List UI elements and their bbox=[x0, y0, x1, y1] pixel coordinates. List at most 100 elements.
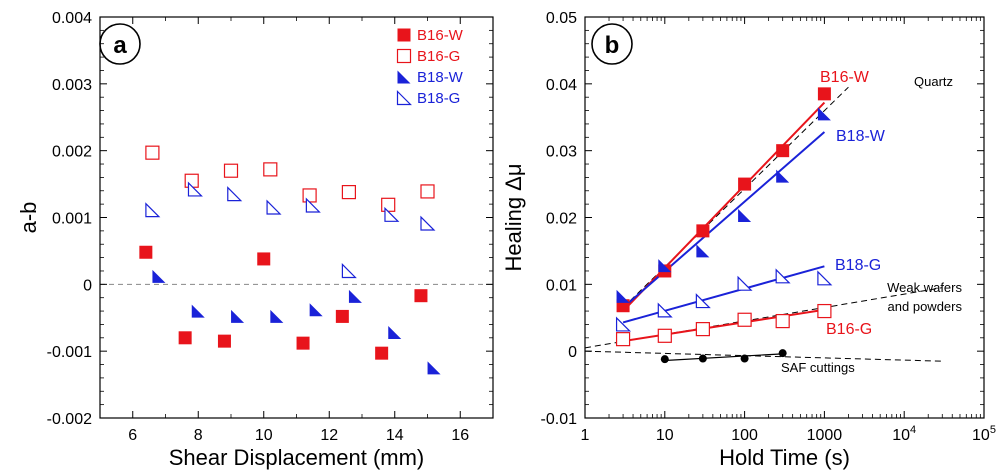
point-b16-w bbox=[217, 334, 231, 348]
label-weak-wafers-1: Weak wafers bbox=[887, 280, 962, 295]
point-b16-g bbox=[817, 303, 832, 319]
point-b16-g bbox=[223, 163, 239, 178]
panel-b: 1 10 100 1000 104 105 -0.01 0 0.01 0.02 0.03 0.04 0… bbox=[501, 10, 996, 470]
point-b16-w bbox=[375, 346, 389, 360]
series-b18-g bbox=[145, 181, 436, 279]
y-tick-label: 0.01 bbox=[546, 277, 577, 294]
y-axis-ticks: -0.01 0 0.01 0.02 0.03 0.04 0.05 bbox=[541, 10, 984, 428]
legend: B16-W B16-G B18-W B18-G bbox=[396, 27, 464, 107]
series-b18-w bbox=[616, 107, 831, 303]
point-b16-w bbox=[414, 289, 428, 303]
plot-frame bbox=[99, 16, 494, 419]
label-quartz: Quartz bbox=[914, 74, 953, 89]
x-tick-label: 12 bbox=[320, 427, 338, 444]
y-tick-label: 0.003 bbox=[52, 77, 92, 94]
x-tick-label: 16 bbox=[451, 427, 469, 444]
point-b18-w bbox=[270, 309, 284, 323]
point-b16-w bbox=[296, 336, 310, 350]
legend-label-b18-g: B18-G bbox=[417, 90, 460, 107]
label-b16-w: B16-W bbox=[820, 69, 870, 86]
series-b16-w bbox=[139, 245, 428, 360]
point-b16-g bbox=[184, 173, 199, 188]
y-tick-label: 0 bbox=[83, 277, 92, 294]
point-b18-g bbox=[384, 206, 400, 222]
legend-entry-b16-g: B16-G bbox=[396, 48, 460, 65]
point-b18-w bbox=[616, 289, 630, 303]
x-tick-label: 10 bbox=[255, 427, 273, 444]
y-axis-ticks: -0.002 -0.001 0 0.001 0.002 0.003 0.004 bbox=[47, 10, 493, 428]
point-b18-g bbox=[145, 202, 161, 218]
y-tick-label: 0.03 bbox=[546, 144, 577, 161]
x-tick-label: 100 bbox=[731, 427, 758, 444]
legend-marker-b16-w bbox=[397, 28, 411, 42]
plot-frame bbox=[584, 16, 985, 419]
point-b18-w bbox=[309, 303, 323, 317]
point-b18-w bbox=[152, 269, 166, 283]
legend-label-b16-g: B16-G bbox=[417, 48, 460, 65]
panel-b-letter: b bbox=[605, 32, 620, 59]
x-axis-label: Hold Time (s) bbox=[719, 445, 850, 470]
point-b16-g bbox=[775, 313, 790, 329]
x-tick-label: 1000 bbox=[807, 427, 843, 444]
point-saf-cuttings bbox=[778, 349, 787, 358]
point-saf-cuttings bbox=[740, 354, 749, 363]
point-b18-w bbox=[696, 244, 710, 258]
point-b18-g bbox=[817, 270, 833, 286]
x-tick-label: 105 bbox=[972, 424, 996, 444]
panel-b-badge bbox=[591, 23, 633, 65]
y-tick-label: 0.04 bbox=[546, 77, 577, 94]
point-b18-w bbox=[348, 289, 362, 303]
fit-line-b18-w bbox=[622, 131, 826, 309]
point-b18-w bbox=[427, 361, 441, 375]
y-tick-label: -0.01 bbox=[541, 411, 578, 428]
point-b18-g bbox=[305, 197, 321, 213]
legend-entry-b18-w: B18-W bbox=[397, 69, 464, 86]
point-b16-w bbox=[738, 177, 752, 191]
scatter-points bbox=[615, 87, 833, 364]
legend-label-b16-w: B16-W bbox=[417, 27, 464, 44]
label-saf-cuttings: SAF cuttings bbox=[781, 360, 855, 375]
point-b18-w bbox=[776, 169, 790, 183]
x-tick-label: 6 bbox=[128, 427, 137, 444]
point-b16-g bbox=[302, 188, 317, 203]
point-b18-g bbox=[615, 316, 632, 332]
point-b16-g bbox=[341, 185, 356, 200]
y-tick-label: 0.02 bbox=[546, 211, 577, 228]
label-weak-wafers-2: and powders bbox=[888, 299, 963, 314]
point-b18-g bbox=[775, 268, 791, 284]
point-b18-w bbox=[658, 259, 672, 273]
point-b16-g bbox=[381, 197, 396, 212]
legend-marker-b18-g bbox=[396, 90, 412, 106]
label-b18-w: B18-W bbox=[836, 128, 886, 145]
y-axis-label: a-b bbox=[16, 202, 41, 234]
y-tick-label: 0.001 bbox=[52, 211, 92, 228]
scatter-points bbox=[139, 145, 441, 375]
point-b18-g bbox=[187, 181, 203, 197]
legend-entry-b18-g: B18-G bbox=[396, 90, 460, 107]
legend-label-b18-w: B18-W bbox=[417, 69, 464, 86]
point-b18-g bbox=[266, 199, 282, 215]
series-b16-g bbox=[615, 303, 832, 347]
point-saf-cuttings bbox=[660, 355, 669, 364]
point-b18-g bbox=[695, 293, 711, 309]
point-b16-w bbox=[696, 224, 710, 238]
point-b16-w bbox=[776, 144, 790, 158]
point-b18-g bbox=[737, 275, 753, 291]
point-b16-w bbox=[257, 252, 271, 266]
legend-entry-b16-w: B16-W bbox=[397, 27, 464, 44]
x-axis-label: Shear Displacement (mm) bbox=[169, 445, 425, 470]
point-b16-g bbox=[695, 322, 710, 337]
y-tick-label: 0.004 bbox=[52, 10, 92, 27]
point-b16-g bbox=[263, 162, 278, 177]
y-tick-label: 0.05 bbox=[546, 10, 577, 27]
panel-a-letter: a bbox=[113, 32, 127, 59]
y-tick-label: 0 bbox=[568, 344, 577, 361]
fit-line-saf-cuttings bbox=[664, 353, 783, 362]
x-tick-label: 1 bbox=[581, 427, 590, 444]
point-b16-g bbox=[615, 332, 631, 347]
legend-marker-b18-w bbox=[397, 70, 411, 84]
x-tick-label: 14 bbox=[386, 427, 404, 444]
series-saf-cuttings bbox=[660, 349, 787, 364]
label-b16-g: B16-G bbox=[826, 321, 872, 338]
x-tick-label: 104 bbox=[892, 424, 916, 444]
